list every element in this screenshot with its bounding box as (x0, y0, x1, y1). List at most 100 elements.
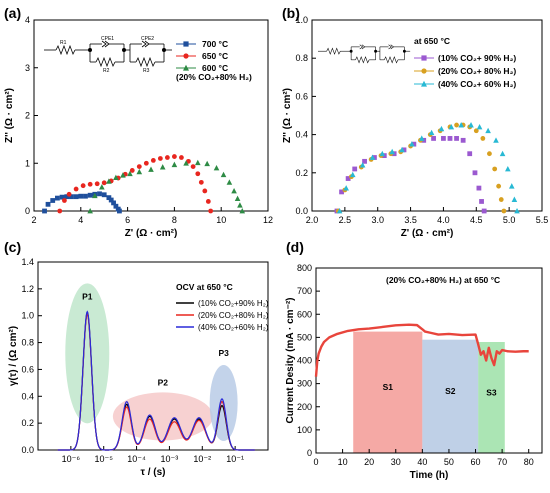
series-circle-1 (57, 154, 214, 214)
x-tick-label: 10 (216, 215, 226, 225)
data-point (467, 151, 473, 157)
y-tick-label: 0.6 (295, 91, 308, 101)
data-point (493, 137, 499, 143)
data-point (226, 179, 233, 185)
data-point (220, 171, 227, 178)
region-p2 (112, 392, 213, 441)
y-tick-label: 0 (307, 448, 312, 458)
data-point (418, 135, 425, 141)
x-tick-label: 50 (444, 457, 454, 467)
data-point (108, 197, 114, 203)
data-point (66, 191, 72, 197)
plot-frame (37, 261, 269, 451)
data-point (441, 136, 446, 141)
region-label: P2 (158, 378, 169, 388)
circuit-label-r1: R1 (60, 40, 67, 46)
y-tick-label: 700 (297, 286, 312, 296)
data-point (92, 192, 98, 199)
data-point (69, 194, 74, 200)
data-point (195, 159, 201, 166)
panel-label-d: (d) (286, 239, 304, 255)
data-point (372, 155, 377, 160)
legend-entry: 600 °C (202, 63, 228, 73)
data-point (492, 166, 498, 172)
data-point (336, 208, 343, 214)
data-point (231, 187, 237, 194)
y-tick-label: 3 (25, 63, 30, 73)
data-point (171, 161, 178, 168)
data-point (78, 193, 84, 199)
y-tick-label: 0.8 (295, 53, 308, 63)
y-axis-label: Z'' (Ω · cm²) (4, 88, 15, 143)
data-point (362, 158, 367, 164)
data-point (369, 154, 376, 160)
data-point (59, 194, 65, 200)
region-label: P3 (218, 348, 229, 358)
y-tick-label: 500 (297, 332, 312, 342)
x-tick-label: 60 (471, 457, 481, 467)
circuit-label-r2: R2 (103, 68, 110, 74)
legend-entry: (40% CO₂+60% H₂) (198, 323, 269, 332)
data-point (213, 165, 220, 171)
x-tick-label: 4.0 (437, 215, 450, 225)
data-point (511, 196, 518, 202)
data-point (345, 176, 351, 181)
data-point (205, 199, 211, 204)
data-point (359, 162, 366, 168)
y-tick-label: 0.4 (295, 130, 308, 140)
x-tick-label: 0 (313, 457, 318, 467)
x-tick-label: 10⁻¹ (226, 454, 244, 464)
region-p1 (65, 283, 110, 424)
legend-entry: (20% CO₂+80% H₂) (198, 311, 269, 320)
data-point (143, 160, 149, 166)
legend-entry: (10% CO₂+ 90% H₂) (438, 53, 516, 63)
y-tick-label: 100 (297, 425, 312, 435)
data-point (87, 192, 93, 198)
data-point (237, 202, 243, 208)
data-point (87, 181, 93, 187)
x-axis-label: τ / (s) (140, 467, 165, 478)
legend-note-a: (20% CO₂+80% H₂) (176, 72, 252, 82)
data-point (508, 183, 515, 189)
x-tick-label: 8 (172, 215, 177, 225)
data-point (136, 168, 143, 175)
data-point (195, 171, 201, 177)
x-tick-label: 30 (391, 457, 401, 467)
data-point (379, 150, 386, 157)
data-point (183, 160, 189, 166)
data-point (454, 136, 459, 141)
data-point (409, 141, 415, 147)
data-point (172, 154, 177, 159)
annotation-d: (20% CO₂+80% H₂) at 650 °C (386, 275, 500, 285)
plot-frame (311, 19, 543, 212)
data-point (438, 125, 445, 132)
y-axis-label: Z'' (Ω · cm²) (282, 88, 293, 143)
series-square-0 (42, 191, 122, 214)
data-point (352, 166, 358, 172)
data-point (97, 191, 102, 197)
data-point (476, 185, 482, 191)
x-tick-label: 6 (125, 215, 130, 225)
series-triangle-2 (336, 122, 520, 214)
data-point (148, 166, 154, 172)
x-tick-label: 4.5 (470, 215, 483, 225)
data-point (157, 156, 163, 161)
data-point (106, 178, 112, 184)
legend-marker (183, 41, 189, 47)
data-point (179, 155, 184, 160)
data-point (113, 203, 119, 209)
panel-b: (b) 2.0 2.5 3.0 3.5 4.0 4.5 5.0 5.5 0.0 0.2 0.4 0.6… (282, 5, 548, 239)
x-tick-label: 3.5 (404, 215, 417, 225)
panel-label-b: (b) (282, 5, 300, 21)
x-tick-label: 80 (524, 457, 534, 467)
legend-entry: (20% CO₂+ 80% H₂) (438, 66, 516, 76)
circuit-label-cpe2: CPE2 (141, 36, 154, 42)
circuit-diagram-a: R1 CPE1 R2 CPE2 R3 (44, 36, 172, 74)
x-tick-label: 5.0 (503, 215, 516, 225)
data-point (64, 194, 70, 200)
y-axis-label: Current Desity (mA · cm⁻²) (285, 297, 296, 423)
data-point (127, 170, 133, 177)
y-axis-label: γ(τ) / (Ω cm²) (8, 326, 19, 386)
data-point (190, 164, 196, 169)
data-point (499, 150, 506, 157)
